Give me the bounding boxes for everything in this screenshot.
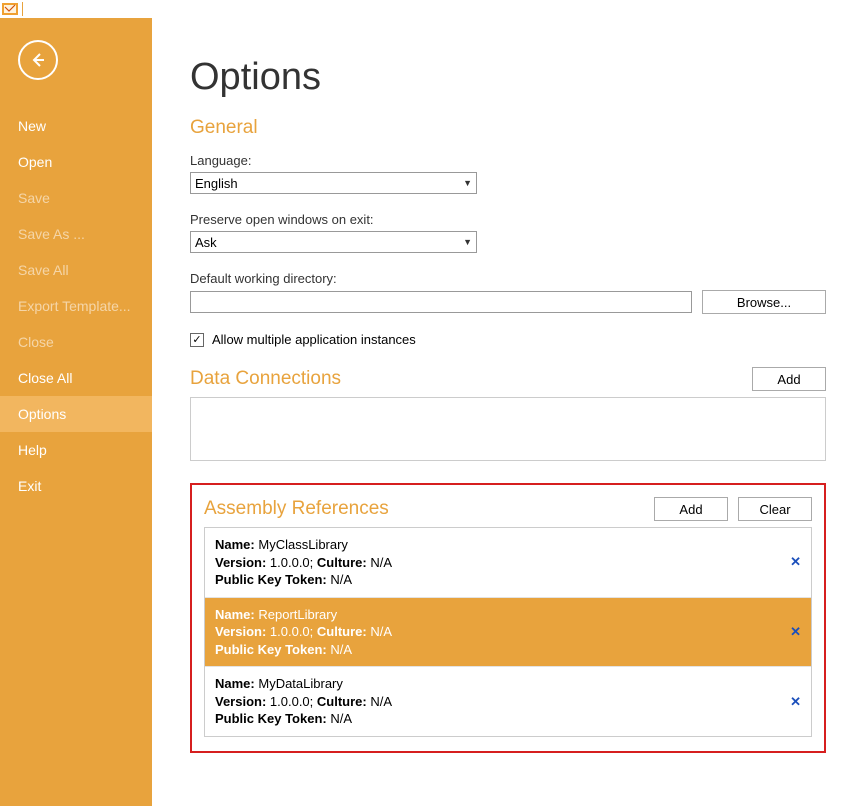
language-select[interactable]: English ▼ [190, 172, 477, 194]
back-button[interactable] [18, 40, 58, 80]
chevron-down-icon: ▼ [463, 237, 472, 247]
arrow-left-icon [28, 50, 48, 70]
sidebar-item-close-all[interactable]: Close All [0, 360, 152, 396]
remove-assembly-icon[interactable]: ✕ [790, 554, 801, 572]
workdir-input[interactable] [190, 291, 692, 313]
sidebar-item-help[interactable]: Help [0, 432, 152, 468]
section-data-connections: Data Connections [190, 368, 341, 390]
sidebar-item-close: Close [0, 324, 152, 360]
content-area: Options General Language: English ▼ Pres… [152, 18, 856, 806]
language-label: Language: [190, 153, 826, 168]
assembly-item[interactable]: Name: ReportLibraryVersion: 1.0.0.0; Cul… [205, 598, 811, 668]
sidebar-item-save: Save [0, 180, 152, 216]
language-value: English [195, 176, 238, 191]
assembly-item[interactable]: Name: MyClassLibraryVersion: 1.0.0.0; Cu… [205, 528, 811, 598]
assembly-add-button[interactable]: Add [654, 497, 728, 521]
chevron-down-icon: ▼ [463, 178, 472, 188]
title-cursor [22, 2, 23, 16]
assembly-references-panel: Assembly References Add Clear Name: MyCl… [190, 483, 826, 753]
section-general: General [190, 117, 826, 139]
page-title: Options [190, 56, 826, 99]
titlebar [0, 0, 856, 18]
allow-multiple-checkbox[interactable]: ✓ [190, 333, 204, 347]
app-icon [2, 1, 18, 17]
preserve-value: Ask [195, 235, 217, 250]
assembly-list: Name: MyClassLibraryVersion: 1.0.0.0; Cu… [204, 527, 812, 737]
sidebar-item-exit[interactable]: Exit [0, 468, 152, 504]
remove-assembly-icon[interactable]: ✕ [790, 693, 801, 711]
workdir-label: Default working directory: [190, 271, 826, 286]
sidebar-item-save-as: Save As ... [0, 216, 152, 252]
assembly-item[interactable]: Name: MyDataLibraryVersion: 1.0.0.0; Cul… [205, 667, 811, 736]
sidebar: NewOpenSaveSave As ...Save AllExport Tem… [0, 18, 152, 806]
preserve-select[interactable]: Ask ▼ [190, 231, 477, 253]
sidebar-item-save-all: Save All [0, 252, 152, 288]
assembly-clear-button[interactable]: Clear [738, 497, 812, 521]
preserve-label: Preserve open windows on exit: [190, 212, 826, 227]
sidebar-item-new[interactable]: New [0, 108, 152, 144]
allow-multiple-label: Allow multiple application instances [212, 332, 416, 347]
remove-assembly-icon[interactable]: ✕ [790, 623, 801, 641]
sidebar-item-export-template: Export Template... [0, 288, 152, 324]
section-assembly-refs: Assembly References [204, 498, 389, 520]
sidebar-item-open[interactable]: Open [0, 144, 152, 180]
data-connections-list [190, 397, 826, 461]
browse-button[interactable]: Browse... [702, 290, 826, 314]
sidebar-item-options[interactable]: Options [0, 396, 152, 432]
data-connections-add-button[interactable]: Add [752, 367, 826, 391]
